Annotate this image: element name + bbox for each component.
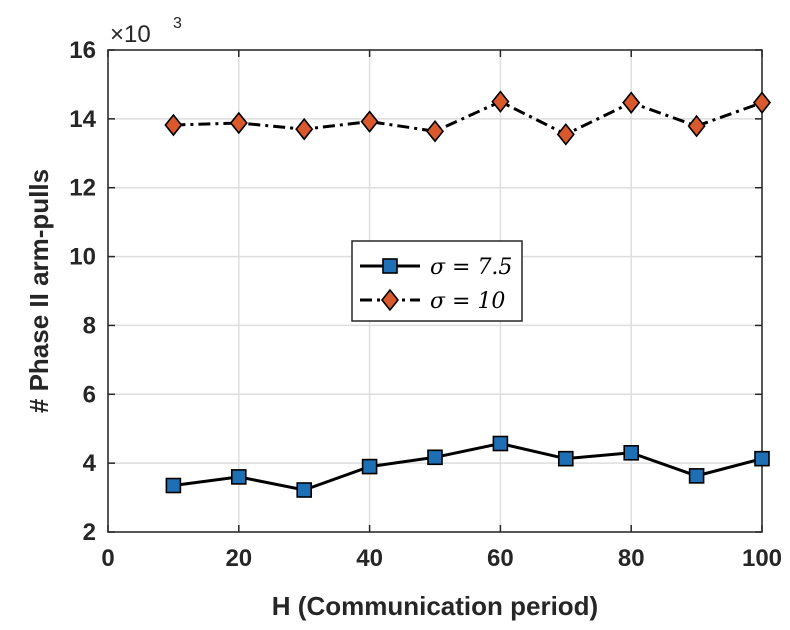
legend: σ = 7.5 σ = 10 [351, 240, 523, 322]
square-marker [754, 450, 770, 467]
y-tick-label: 6 [83, 381, 96, 408]
square-marker [296, 482, 313, 498]
y-tick-label: 2 [83, 519, 96, 546]
diamond-marker [295, 117, 314, 141]
x-axis-label: H (Communication period) [272, 591, 598, 621]
legend-label: σ = 10 [430, 289, 505, 314]
legend-label: σ = 7.5 [430, 255, 512, 280]
series-group [164, 90, 772, 498]
x-tick-label: 40 [356, 545, 383, 572]
y-tick-label: 14 [69, 106, 96, 133]
diamond-marker [380, 288, 400, 312]
y-ticks: 2 4 6 8 10 12 14 16 [69, 37, 762, 546]
diamond-marker [360, 110, 379, 133]
y-axis-label: # Phase II arm-pulls [24, 169, 54, 413]
plot-frame [107, 49, 763, 533]
x-tick-label: 60 [487, 545, 514, 572]
diamond-marker [164, 113, 183, 137]
diamond-marker [491, 90, 510, 113]
square-marker [427, 449, 443, 466]
y-tick-label: 12 [69, 175, 96, 202]
square-marker [688, 468, 705, 484]
square-marker [623, 445, 640, 461]
diamond-marker [687, 114, 706, 138]
legend-box [351, 240, 523, 322]
series-2 [164, 90, 772, 146]
x-tick-label: 100 [742, 545, 782, 572]
y-tick-label: 8 [83, 312, 96, 339]
diamond-marker [425, 119, 445, 143]
y-tick-label: 4 [83, 450, 97, 477]
x-ticks: 0 20 40 60 80 100 [101, 50, 782, 572]
diamond-marker [622, 91, 641, 114]
series-1 [165, 435, 770, 498]
y-multiplier: ×10 [110, 21, 151, 48]
square-marker [492, 435, 509, 452]
square-marker [231, 469, 247, 485]
series-line [173, 441, 763, 492]
diamond-marker [752, 91, 772, 114]
y-tick-label: 10 [69, 244, 96, 271]
diamond-marker [229, 111, 248, 135]
y-multiplier-exponent: 3 [173, 15, 182, 32]
square-marker [557, 450, 574, 467]
series-line [173, 99, 763, 137]
x-tick-label: 20 [225, 545, 252, 572]
square-marker [361, 458, 378, 475]
x-tick-label: 80 [618, 545, 645, 572]
diamond-marker [556, 123, 575, 146]
x-tick-label: 0 [101, 545, 114, 572]
square-marker [382, 258, 398, 274]
square-marker [165, 477, 182, 494]
y-tick-label: 16 [69, 37, 96, 64]
